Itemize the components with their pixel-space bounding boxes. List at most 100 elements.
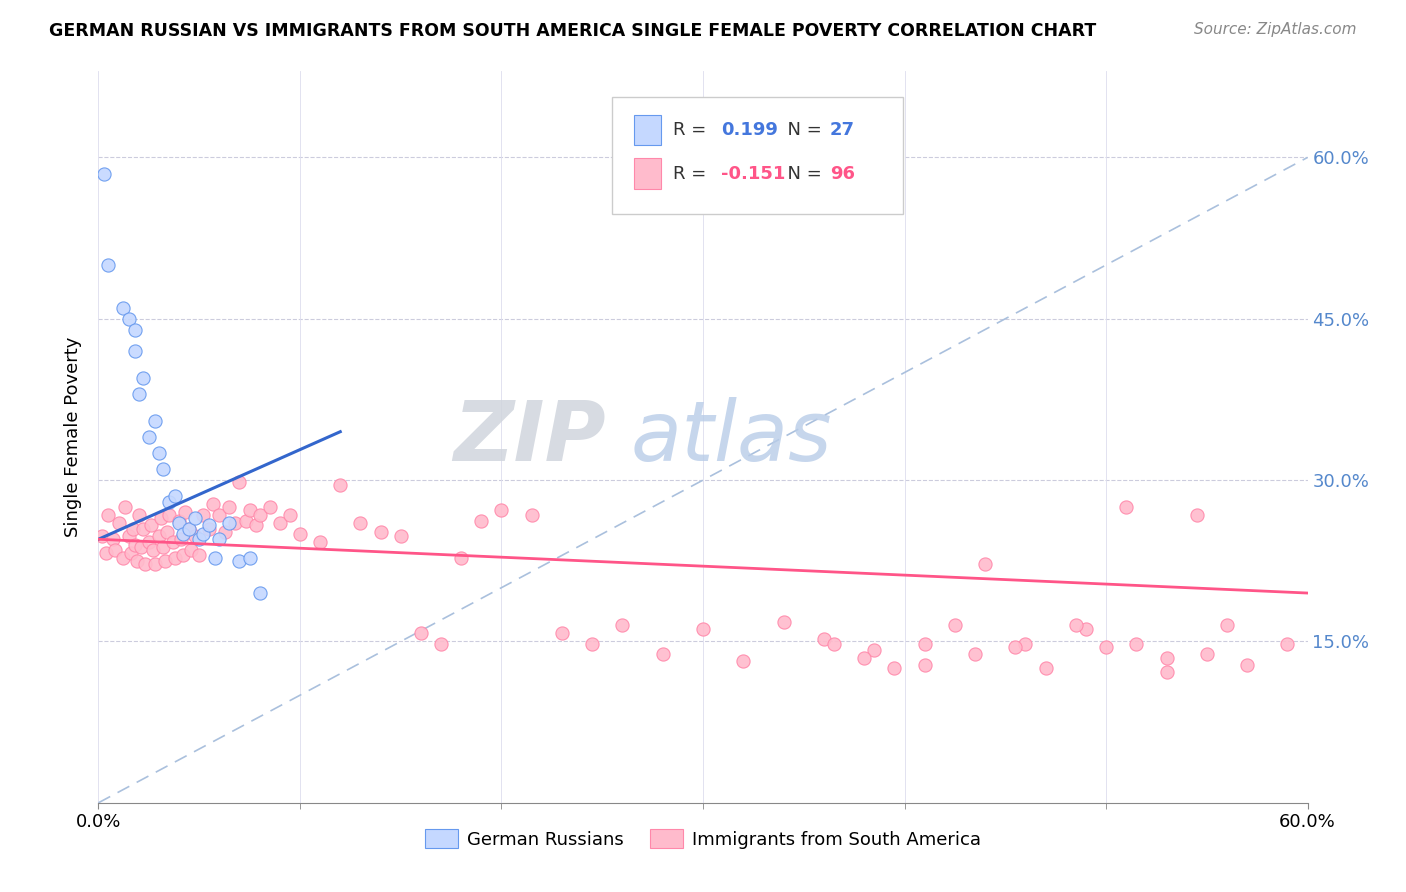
Point (224, 516, 246, 530)
Point (179, 521, 201, 535)
Point (228, 554, 250, 568)
Point (138, 535, 160, 549)
Point (1074, 622, 1097, 636)
Point (134, 557, 156, 571)
Point (823, 637, 845, 651)
Point (288, 527, 311, 541)
Point (163, 550, 186, 565)
Point (96, 546, 118, 560)
Point (156, 524, 179, 539)
Point (132, 521, 155, 535)
Point (278, 508, 301, 522)
Point (733, 654, 755, 668)
Point (551, 625, 574, 640)
Point (111, 550, 134, 565)
Point (1156, 665, 1178, 679)
Point (121, 521, 143, 535)
Text: R =: R = (672, 165, 711, 183)
Point (943, 618, 966, 632)
Point (450, 550, 472, 565)
Point (249, 586, 271, 600)
Point (813, 632, 835, 647)
Text: N =: N = (776, 121, 827, 139)
Point (651, 648, 673, 662)
Point (1185, 508, 1208, 522)
Point (239, 550, 262, 565)
Point (259, 500, 281, 514)
Point (114, 500, 136, 514)
Point (184, 510, 207, 524)
Point (198, 518, 221, 533)
Point (128, 387, 150, 401)
Y-axis label: Single Female Poverty: Single Female Poverty (65, 337, 83, 537)
Point (208, 508, 231, 522)
Point (148, 529, 170, 543)
Point (184, 529, 207, 543)
Point (581, 637, 603, 651)
Point (1236, 658, 1258, 673)
Point (692, 622, 714, 636)
Point (128, 508, 150, 522)
Point (198, 521, 221, 535)
Point (772, 615, 794, 629)
Text: atlas: atlas (630, 397, 832, 477)
Point (188, 533, 211, 547)
Point (163, 489, 186, 503)
Point (1125, 637, 1147, 651)
Point (389, 529, 412, 543)
Point (153, 554, 176, 568)
Point (167, 514, 190, 528)
Point (157, 494, 180, 508)
Point (132, 371, 155, 385)
Point (228, 475, 250, 490)
Point (167, 516, 190, 530)
Point (853, 650, 876, 665)
Point (214, 524, 236, 539)
Point (329, 478, 352, 492)
Point (1004, 640, 1026, 654)
Point (179, 521, 201, 535)
Point (1064, 618, 1087, 632)
Point (149, 510, 172, 524)
Point (143, 414, 166, 428)
Point (235, 514, 257, 528)
Point (97, 258, 120, 272)
Point (239, 503, 262, 517)
Point (218, 516, 240, 530)
Legend: German Russians, Immigrants from South America: German Russians, Immigrants from South A… (418, 822, 988, 856)
Point (1277, 637, 1299, 651)
Point (974, 557, 997, 571)
FancyBboxPatch shape (613, 97, 903, 214)
Point (174, 505, 197, 519)
Point (93, 167, 115, 181)
Text: N =: N = (776, 165, 827, 183)
Point (125, 554, 148, 568)
Point (172, 549, 194, 563)
Point (491, 503, 513, 517)
Point (520, 508, 543, 522)
Point (208, 533, 231, 547)
Point (97, 508, 120, 522)
Point (118, 311, 141, 326)
Text: ZIP: ZIP (454, 397, 606, 477)
Point (91, 529, 114, 543)
Point (143, 557, 166, 571)
Point (249, 508, 271, 522)
Point (148, 446, 170, 460)
Point (138, 430, 160, 444)
Point (1035, 661, 1057, 675)
Point (914, 658, 936, 673)
Text: R =: R = (672, 121, 711, 139)
Point (124, 322, 146, 336)
Point (204, 550, 226, 565)
Point (349, 516, 371, 530)
Point (172, 527, 194, 541)
Point (170, 533, 193, 547)
Point (188, 549, 211, 563)
FancyBboxPatch shape (634, 159, 661, 189)
Text: -0.151: -0.151 (721, 165, 786, 183)
Point (193, 527, 215, 541)
Point (1156, 650, 1178, 665)
Point (180, 543, 202, 558)
Point (1195, 648, 1218, 662)
